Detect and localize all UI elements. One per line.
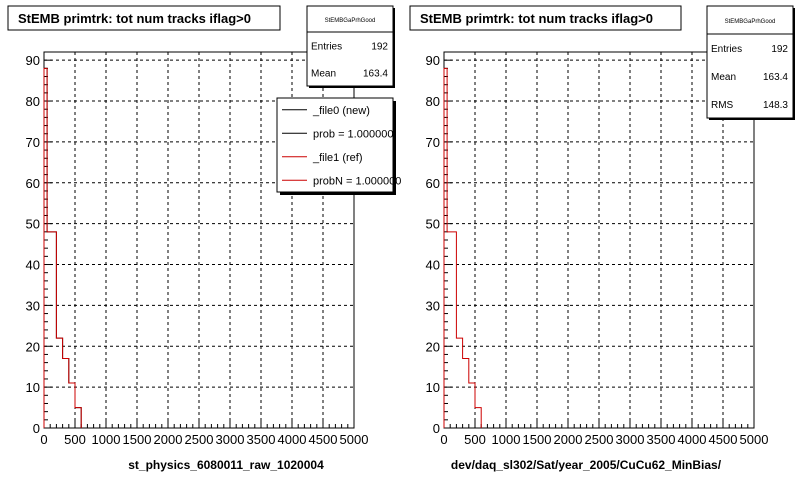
y-tick-label: 80 <box>426 94 440 109</box>
x-tick-label: 1000 <box>92 432 121 447</box>
x-axis-label: dev/daq_sl302/Sat/year_2005/CuCu62_MinBi… <box>451 458 722 472</box>
x-tick-label: 500 <box>64 432 86 447</box>
legend-label: probN = 1.000000 <box>313 175 401 187</box>
y-tick-label: 60 <box>26 176 40 191</box>
y-tick-label: 30 <box>26 298 40 313</box>
x-tick-label: 1500 <box>123 432 152 447</box>
x-tick-label: 4000 <box>678 432 707 447</box>
y-tick-label: 0 <box>33 421 40 436</box>
stats-row-label: Entries <box>311 42 342 53</box>
stats-row-value: 163.4 <box>363 69 388 80</box>
legend-box <box>276 97 394 193</box>
right-histogram-panel: StEMB primtrk: tot num tracks iflag>0 0 5… <box>409 5 795 472</box>
y-tick-label: 20 <box>426 339 440 354</box>
x-tick-label: 2500 <box>185 432 214 447</box>
x-tick-label: 2000 <box>554 432 583 447</box>
legend-label: prob = 1.000000 <box>313 128 393 140</box>
stats-title: StEMBGaPrhGood <box>725 19 776 25</box>
stats-box <box>706 5 794 119</box>
y-tick-label: 30 <box>426 298 440 313</box>
chart-title: StEMB primtrk: tot num tracks iflag>0 <box>18 11 251 26</box>
x-tick-label: 3000 <box>216 432 245 447</box>
histogram-series <box>443 67 482 428</box>
x-tick-label: 3500 <box>247 432 276 447</box>
stats-row-label: Mean <box>311 69 336 80</box>
y-tick-label: 70 <box>426 135 440 150</box>
stats-row-label: Entries <box>711 44 742 55</box>
x-axis-label: st_physics_6080011_raw_1020004 <box>128 458 324 472</box>
stats-row-value: 192 <box>771 44 788 55</box>
left-histogram-panel: StEMB primtrk: tot num tracks iflag>0 0 5… <box>7 5 401 472</box>
stats-row-value: 192 <box>371 42 388 53</box>
x-tick-label: 1500 <box>523 432 552 447</box>
x-tick-label: 3000 <box>616 432 645 447</box>
y-tick-label: 40 <box>426 258 440 273</box>
y-tick-label: 40 <box>26 258 40 273</box>
histogram-series <box>43 67 82 428</box>
chart-title: StEMB primtrk: tot num tracks iflag>0 <box>420 11 653 26</box>
x-tick-label: 4500 <box>309 432 338 447</box>
stats-row-label: Mean <box>711 72 736 83</box>
stats-title: StEMBGaPrhGood <box>325 18 376 24</box>
y-tick-label: 90 <box>26 53 40 68</box>
y-tick-label: 10 <box>426 380 440 395</box>
x-tick-label: 500 <box>464 432 486 447</box>
x-tick-label: 0 <box>440 432 447 447</box>
y-tick-label: 20 <box>26 339 40 354</box>
y-tick-label: 10 <box>26 380 40 395</box>
legend-label: _file0 (new) <box>312 105 370 117</box>
stats-box <box>306 5 394 87</box>
x-tick-label: 4500 <box>709 432 738 447</box>
title-box <box>7 5 281 31</box>
stats-row-value: 163.4 <box>763 72 788 83</box>
x-tick-label: 5000 <box>340 432 369 447</box>
x-tick-label: 1000 <box>492 432 521 447</box>
x-tick-label: 0 <box>40 432 47 447</box>
stats-row-value: 148.3 <box>763 100 788 111</box>
y-tick-label: 80 <box>26 94 40 109</box>
x-tick-label: 4000 <box>278 432 307 447</box>
x-tick-label: 2000 <box>154 432 183 447</box>
y-tick-label: 50 <box>426 217 440 232</box>
y-tick-label: 70 <box>26 135 40 150</box>
y-tick-label: 0 <box>433 421 440 436</box>
x-tick-label: 5000 <box>740 432 769 447</box>
x-tick-label: 2500 <box>585 432 614 447</box>
y-tick-label: 50 <box>26 217 40 232</box>
x-tick-label: 3500 <box>647 432 676 447</box>
y-tick-label: 60 <box>426 176 440 191</box>
stats-row-label: RMS <box>711 100 734 111</box>
title-box <box>409 5 682 31</box>
y-tick-label: 90 <box>426 53 440 68</box>
legend-label: _file1 (ref) <box>312 152 363 164</box>
